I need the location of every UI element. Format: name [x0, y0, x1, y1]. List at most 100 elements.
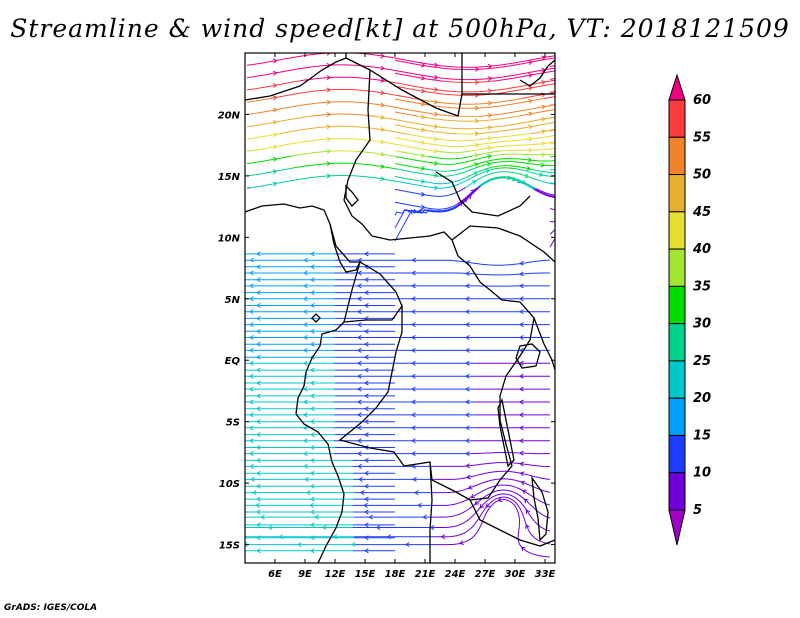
- lon-label: 6E: [268, 569, 282, 580]
- streamline: [432, 478, 551, 494]
- lat-label: 15N: [218, 172, 241, 183]
- country-borders: [245, 53, 555, 563]
- chart-title: Streamline & wind speed[kt] at 500hPa, V…: [10, 14, 790, 43]
- border-chad-sudan: [343, 69, 373, 237]
- lon-label: 15E: [355, 569, 376, 580]
- streamline: [480, 179, 492, 187]
- streamline: [437, 150, 471, 154]
- lon-label: 24E: [445, 569, 466, 580]
- colorbar-box: [668, 434, 686, 474]
- streamline: [246, 115, 313, 128]
- streamline: [549, 129, 555, 132]
- border-zambia-mozambique: [469, 499, 555, 547]
- streamline: [493, 70, 555, 82]
- streamline: [475, 122, 555, 135]
- streamlines: [245, 53, 568, 558]
- streamline: [470, 141, 555, 152]
- streamline: [522, 181, 537, 190]
- streamline: [536, 188, 555, 196]
- map-frame: [244, 52, 556, 564]
- streamline: [530, 168, 555, 174]
- border-congo: [343, 303, 403, 423]
- streamline: [394, 111, 419, 117]
- streamline: [466, 167, 499, 181]
- border-drc-east: [489, 289, 535, 481]
- border-sudan: [345, 57, 463, 117]
- streamline: [534, 189, 555, 199]
- streamline: [246, 53, 555, 68]
- streamline: [476, 180, 488, 189]
- colorbar-label: 20: [693, 391, 711, 406]
- colorbar-label: 15: [693, 428, 711, 443]
- lat-label: 5N: [225, 295, 241, 306]
- streamline: [456, 187, 478, 205]
- colorbar-box: [668, 323, 686, 362]
- streamline: [394, 124, 458, 135]
- streamline: [488, 165, 531, 170]
- streamline: [418, 179, 461, 185]
- streamline: [471, 452, 550, 455]
- streamline: [330, 150, 358, 152]
- streamline: [396, 167, 477, 177]
- streamline: [455, 186, 481, 209]
- border-angola-zambia: [429, 461, 433, 563]
- colorbar-label: 50: [693, 168, 711, 183]
- lat-label: EQ: [225, 356, 241, 367]
- streamline: [517, 180, 535, 191]
- streamline: [246, 101, 459, 117]
- lake-victoria: [515, 343, 541, 369]
- streamline: [291, 162, 397, 170]
- colorbar: 5 10 15 20 25 30 35 40 45 50 55 60: [668, 73, 711, 546]
- streamline: [465, 180, 477, 189]
- island-bioko: [311, 313, 321, 323]
- streamline: [479, 104, 555, 117]
- colorbar-label: 35: [693, 279, 711, 294]
- streamline: [549, 91, 555, 93]
- colorbar-label: 60: [693, 93, 711, 108]
- streamline: [300, 76, 388, 82]
- red-sea-coast: [519, 59, 555, 87]
- streamline: [246, 155, 292, 165]
- lon-label: 18E: [385, 569, 406, 580]
- coastline-angola: [295, 413, 345, 563]
- lon-label: 33E: [535, 569, 556, 580]
- lat-label: 5S: [226, 418, 240, 429]
- lon-label: 21E: [415, 569, 436, 580]
- streamline: [334, 259, 551, 266]
- colorbar-box: [668, 174, 686, 213]
- streamline-arrow: [564, 196, 567, 200]
- streamline: [549, 195, 555, 198]
- streamline: [434, 470, 551, 480]
- streamline: [432, 496, 551, 545]
- streamline: [499, 147, 555, 152]
- lake-chad: [345, 184, 359, 207]
- streamline: [394, 98, 545, 109]
- streamline: [530, 128, 555, 135]
- streamline-arrow: [559, 195, 563, 199]
- colorbar-label: 40: [692, 242, 711, 257]
- lon-label: 27E: [475, 569, 496, 580]
- streamline: [394, 83, 555, 96]
- colorbar-box: [668, 248, 686, 287]
- axis-ticks: [245, 53, 555, 563]
- streamline: [463, 158, 555, 169]
- lat-label: 15S: [219, 541, 240, 552]
- streamline: [445, 80, 494, 83]
- longitude-labels: 6E 9E 12E 15E 18E 21E 24E 27E 30E 33E: [268, 569, 555, 580]
- streamline: [559, 155, 568, 156]
- colorbar-box: [668, 360, 686, 399]
- streamline: [246, 167, 292, 177]
- border-nigeria-cameroon: [329, 223, 403, 307]
- streamline-arrow: [245, 542, 248, 548]
- streamline: [475, 171, 541, 182]
- streamline: [246, 97, 271, 103]
- lake-tanganyika: [497, 398, 515, 468]
- border-sudan-south: [435, 171, 531, 217]
- streamline: [291, 175, 397, 182]
- streamline: [460, 167, 489, 181]
- streamline: [549, 208, 555, 211]
- lat-label: 10N: [218, 233, 241, 244]
- streamline: [456, 187, 466, 193]
- streamline: [433, 484, 551, 506]
